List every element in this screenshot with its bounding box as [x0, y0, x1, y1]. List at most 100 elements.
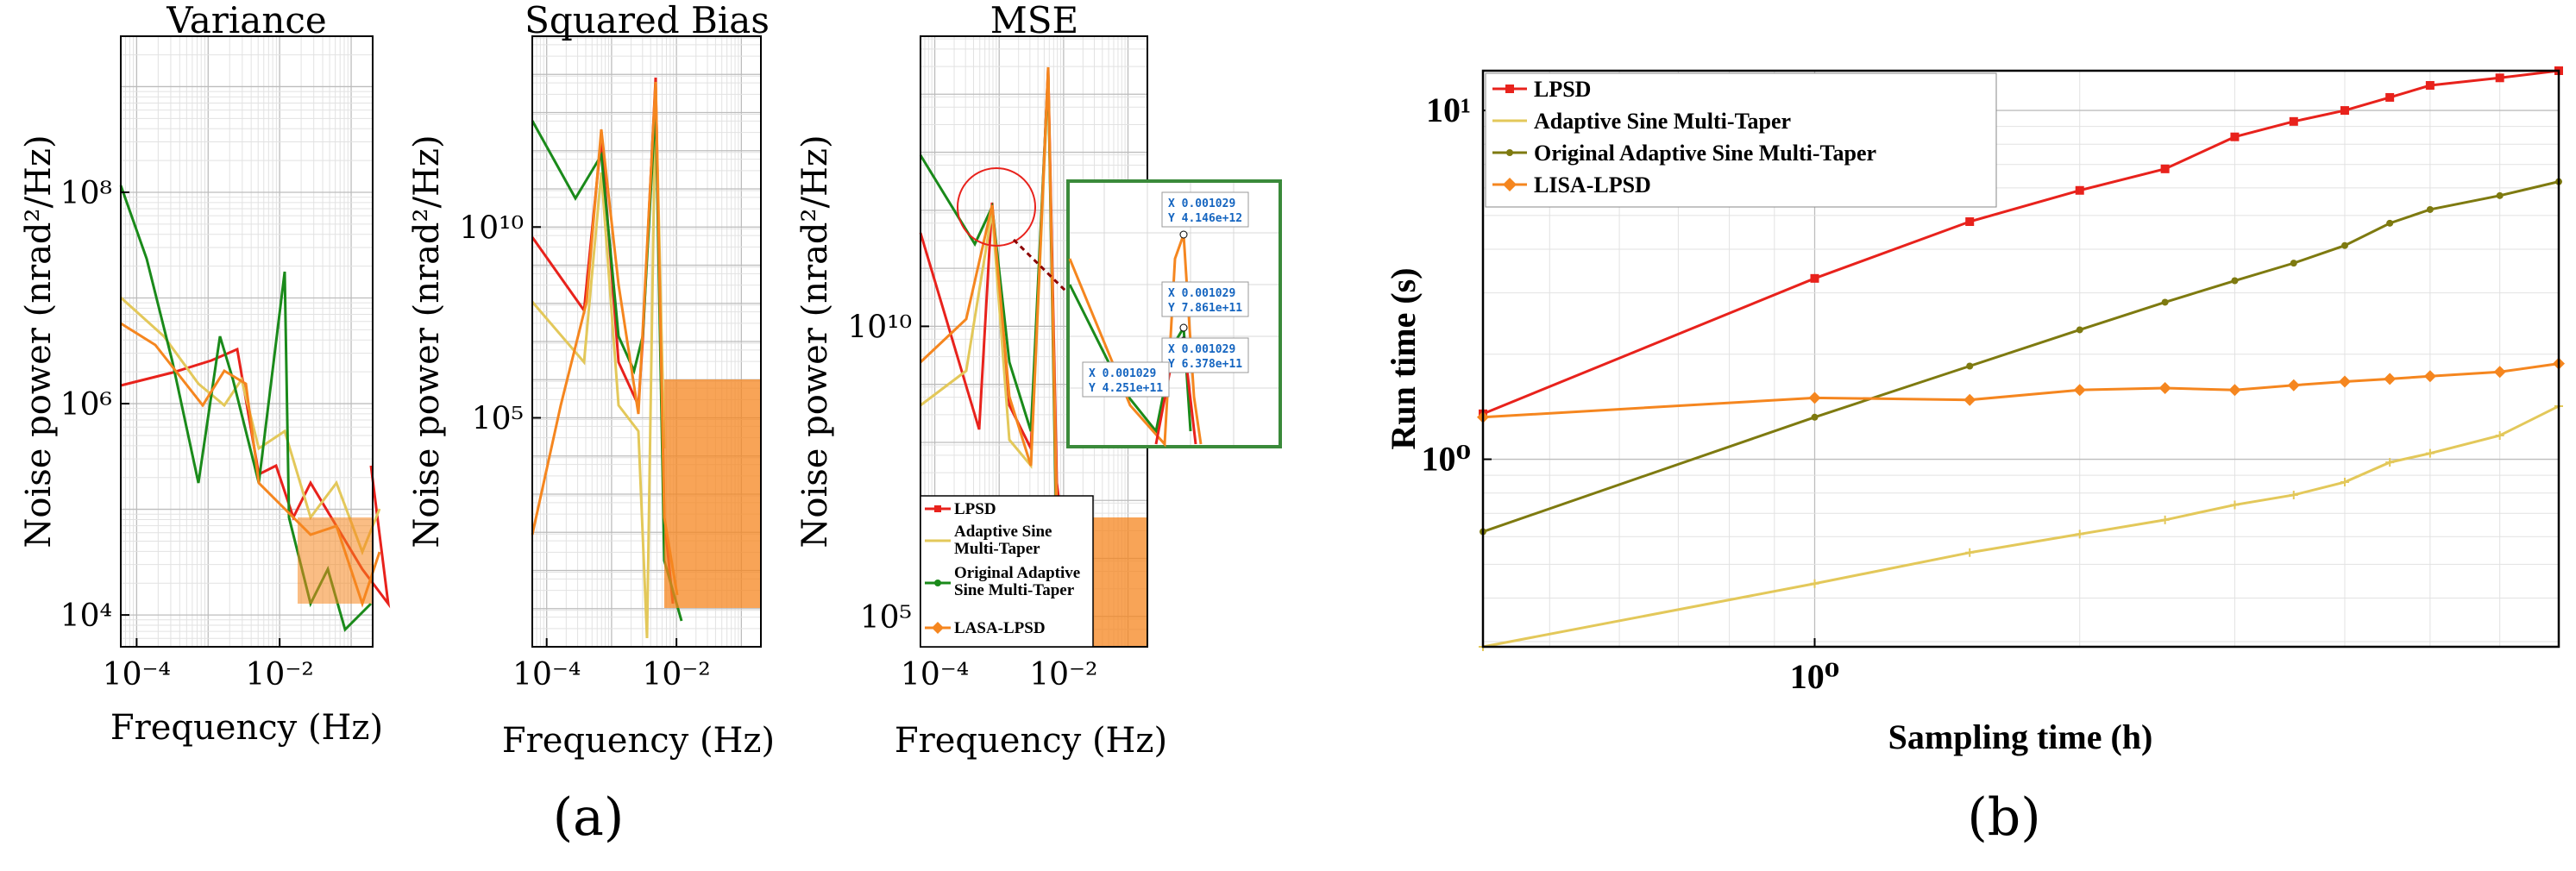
- bias-series: [531, 77, 761, 639]
- mse-ylabel: Noise power (nrad²/Hz): [795, 135, 835, 548]
- runtime-point: [1808, 392, 1821, 404]
- mse-legend-entry-lpsd: LPSD: [925, 500, 996, 518]
- variance-series: [119, 185, 391, 632]
- runtime-point: [2385, 458, 2395, 467]
- variance-series-adaptive: [119, 296, 381, 556]
- runtime-legend-entry-lisa: LISA-LPSD: [1492, 172, 1651, 197]
- bias-axes-frame: [531, 35, 762, 648]
- runtime-tick-labels: 10⁰ 10⁰ 10¹: [1421, 91, 1839, 696]
- x-tick-label: 10⁻⁴: [901, 657, 969, 692]
- runtime-point: [2287, 379, 2300, 392]
- runtime-point: [2075, 185, 2084, 195]
- mse-legend-entry-lasa: LASA-LPSD: [925, 619, 1046, 637]
- variance-tick-labels: 10⁻⁴ 10⁻² 10⁴ 10⁶ 10⁸: [60, 176, 314, 692]
- variance-axes-frame: [120, 35, 374, 648]
- svg-text:LISA-LPSD: LISA-LPSD: [1534, 172, 1651, 197]
- bias-series-lasa: [531, 81, 679, 596]
- runtime-plot: 10⁰ 10⁰ 10¹ LPSD Adaptive Sine Multi-Taper…: [1384, 66, 2565, 756]
- bias-tick-labels: 10⁻⁴ 10⁻² 10⁵ 10¹⁰: [459, 210, 710, 692]
- runtime-point: [1965, 548, 1975, 557]
- x-tick-label: 10⁻²: [1029, 657, 1097, 692]
- runtime-point: [2161, 298, 2169, 306]
- runtime-point: [2496, 191, 2504, 199]
- runtime-point: [2495, 430, 2504, 440]
- bias-plot: 10⁻⁴ 10⁻² 10⁵ 10¹⁰ Squared Bias Frequency (…: [407, 0, 775, 761]
- svg-text:LPSD: LPSD: [954, 500, 996, 518]
- y-tick-label: 10¹⁰: [847, 310, 912, 345]
- runtime-point: [2386, 219, 2394, 227]
- bias-ylabel: Noise power (nrad²/Hz): [407, 135, 447, 548]
- y-tick-label: 10⁰: [1421, 440, 1471, 479]
- runtime-line-2: [1482, 180, 2560, 533]
- y-tick-label: 10⁶: [60, 387, 112, 423]
- runtime-legend-entry-adaptive: Adaptive Sine Multi-Taper: [1492, 109, 1791, 134]
- runtime-point: [1810, 273, 1819, 283]
- runtime-series: [1477, 66, 2565, 651]
- svg-text:Original Adaptive: Original Adaptive: [954, 564, 1080, 582]
- variance-noise-band: [298, 517, 373, 604]
- svg-text:X 0.001029: X 0.001029: [1168, 343, 1235, 356]
- runtime-point: [2338, 375, 2351, 388]
- mse-legend: LPSD Adaptive Sine Multi-Taper Original …: [920, 495, 1094, 648]
- runtime-point: [2495, 73, 2504, 83]
- runtime-point: [2230, 132, 2240, 141]
- mse-inset: X 0.001029 Y 4.146e+12 X 0.001029 Y 7.86…: [1066, 179, 1282, 448]
- panel-label-a: (a): [553, 787, 625, 848]
- x-tick-label: 10⁻²: [246, 657, 314, 692]
- mse-legend-entry-adaptive: Adaptive Sine Multi-Taper: [925, 523, 1052, 558]
- runtime-point: [2290, 260, 2297, 267]
- runtime-point: [1963, 393, 1976, 406]
- runtime-point: [2231, 277, 2239, 285]
- runtime-point: [2385, 92, 2395, 102]
- bias-series-adaptive: [531, 85, 666, 639]
- y-tick-label: 10⁵: [472, 402, 524, 437]
- runtime-point: [2076, 326, 2083, 334]
- variance-grid: [120, 35, 374, 648]
- runtime-point: [2425, 81, 2435, 91]
- runtime-point: [2425, 448, 2435, 458]
- y-tick-label: 10⁵: [860, 600, 912, 636]
- runtime-point: [2384, 373, 2397, 385]
- mse-inset-marker: [1179, 323, 1188, 332]
- runtime-point: [2340, 106, 2349, 116]
- runtime-point: [2160, 164, 2170, 173]
- runtime-point: [2228, 384, 2241, 397]
- runtime-point: [2493, 366, 2506, 379]
- runtime-ylabel: Run time (s): [1384, 267, 1423, 449]
- mse-inset-curve-orange: [1068, 234, 1203, 448]
- runtime-line-3: [1482, 362, 2560, 419]
- runtime-point: [2426, 205, 2434, 213]
- svg-text:Y 7.861e+11: Y 7.861e+11: [1168, 302, 1242, 315]
- x-tick-label: 10⁰: [1790, 657, 1840, 696]
- runtime-point: [2289, 116, 2298, 126]
- runtime-line-1: [1482, 404, 2560, 649]
- panel-label-b: (b): [1967, 787, 2040, 848]
- runtime-line-0: [1482, 69, 2560, 416]
- bias-noise-band: [664, 379, 761, 608]
- variance-title: Variance: [166, 0, 327, 41]
- x-tick-label: 10⁻²: [643, 657, 711, 692]
- runtime-point: [2160, 515, 2170, 524]
- y-tick-label: 10¹⁰: [459, 210, 524, 246]
- runtime-axes-frame: [1481, 69, 2560, 649]
- runtime-point: [1965, 217, 1975, 227]
- mse-title: MSE: [990, 0, 1078, 41]
- variance-plot: 10⁻⁴ 10⁻² 10⁴ 10⁶ 10⁸ Variance Frequency (Hz…: [19, 0, 391, 748]
- mse-legend-entry-original: Original Adaptive Sine Multi-Taper: [925, 564, 1080, 599]
- mse-zoom-circle: [957, 167, 1036, 247]
- svg-text:LPSD: LPSD: [1534, 77, 1591, 102]
- runtime-point: [2073, 384, 2086, 397]
- runtime-point: [2340, 241, 2348, 249]
- runtime-point: [2230, 500, 2240, 510]
- mse-series-lasa: [919, 66, 1059, 536]
- svg-text:Y 6.378e+11: Y 6.378e+11: [1168, 358, 1242, 371]
- x-tick-label: 10⁻⁴: [103, 657, 171, 692]
- y-tick-label: 10⁸: [60, 176, 112, 211]
- svg-text:Multi-Taper: Multi-Taper: [954, 540, 1040, 558]
- svg-text:X 0.001029: X 0.001029: [1089, 367, 1156, 380]
- mse-xlabel: Frequency (Hz): [895, 721, 1167, 761]
- mse-datatip: X 0.001029 Y 4.146e+12: [1161, 191, 1249, 228]
- y-tick-label: 10¹: [1426, 91, 1471, 129]
- mse-datatip: X 0.001029 Y 7.861e+11: [1161, 281, 1249, 317]
